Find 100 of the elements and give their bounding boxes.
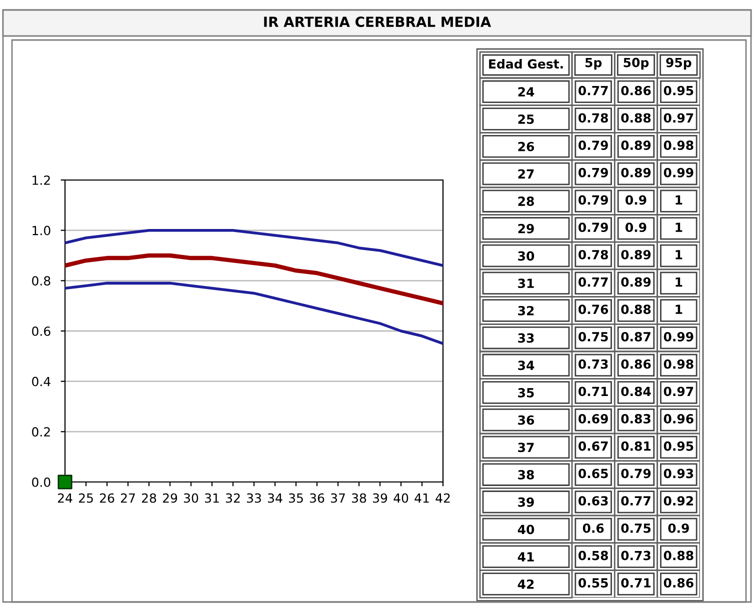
x-tick-label: 35	[289, 493, 303, 503]
data-label: 0.75	[621, 523, 651, 533]
y-axis-title: Edad Gest.	[489, 58, 563, 69]
x-tick-label: 25	[78, 493, 93, 503]
line-series	[65, 282, 443, 345]
data-label: 0.73	[621, 550, 650, 560]
data-label: 0.88	[621, 304, 651, 314]
data-label: 0.76	[578, 304, 608, 314]
y-tick-label: 31	[518, 278, 534, 288]
data-label: 0.77	[578, 277, 608, 287]
data-label: 0.88	[621, 113, 651, 123]
x-tick-label: 95p	[666, 58, 692, 70]
data-label: 0.79	[578, 195, 608, 205]
x-tick-label: 32	[226, 493, 240, 503]
y-tick-label: 0.0	[32, 477, 50, 487]
y-tick-label: 25	[518, 114, 534, 124]
data-label: 0.77	[578, 86, 608, 96]
y-tick-label: 36	[518, 415, 534, 425]
chart-title: IR ARTERIA CEREBRAL MEDIA	[264, 16, 492, 28]
data-label: 0.95	[664, 86, 694, 96]
data-label: 0.79	[621, 468, 651, 478]
data-label: 0.73	[578, 359, 608, 369]
x-tick-label: 41	[414, 493, 429, 503]
data-label: 0.89	[621, 250, 651, 260]
y-tick-label: 30	[518, 251, 534, 261]
y-tick-label: 0.8	[32, 276, 50, 286]
y-tick-label: 29	[518, 224, 534, 234]
line-series	[65, 228, 443, 267]
y-tick-label: 40	[518, 524, 534, 534]
data-label: 0.93	[664, 468, 694, 478]
y-tick-label: 41	[518, 552, 534, 562]
data-label: 1	[676, 250, 682, 260]
x-tick-label: 42	[436, 493, 450, 503]
line-series	[65, 253, 443, 306]
y-tick-label: 24	[518, 87, 534, 96]
x-tick-label: 34	[268, 493, 282, 503]
data-label: 1	[676, 195, 682, 205]
data-label: 1	[676, 222, 682, 232]
data-label: 0.79	[578, 168, 608, 178]
data-label: 0.71	[621, 578, 651, 588]
x-tick-label: 26	[100, 493, 114, 503]
data-label: 0.96	[664, 414, 694, 424]
data-label: 0.69	[578, 414, 608, 424]
data-label: 0.71	[578, 386, 608, 396]
data-label: 0.6	[582, 523, 604, 533]
data-label: 1	[676, 304, 682, 314]
data-label: 0.86	[664, 578, 694, 588]
data-label: 0.81	[621, 441, 651, 451]
data-label: 0.84	[621, 386, 651, 396]
y-tick-label: 26	[518, 142, 534, 152]
data-label: 0.77	[621, 496, 650, 506]
data-label: 0.67	[578, 441, 608, 451]
data-label: 0.79	[578, 222, 608, 232]
data-label: 0.97	[664, 113, 694, 123]
data-label: 0.58	[578, 550, 608, 560]
data-label: 0.95	[664, 441, 694, 451]
data-label: 0.86	[621, 359, 651, 369]
x-tick-label: 33	[247, 493, 261, 503]
x-tick-label: 50p	[624, 58, 649, 70]
y-tick-label: 35	[518, 388, 534, 398]
data-label: 0.78	[578, 250, 608, 260]
data-label: 0.89	[621, 168, 651, 178]
y-tick-label: 42	[518, 579, 534, 589]
x-tick-label: 38	[352, 493, 366, 503]
data-label: 0.9	[626, 195, 646, 205]
y-tick-label: 1.2	[32, 175, 50, 185]
data-label: 0.78	[578, 113, 608, 123]
data-label: 1	[676, 277, 682, 287]
y-tick-label: 0.4	[32, 376, 50, 386]
data-label: 0.97	[664, 386, 694, 396]
data-label: 0.9	[626, 222, 646, 232]
data-label: 0.9	[668, 523, 689, 533]
data-label: 0.89	[621, 277, 651, 287]
data-label: 0.98	[664, 140, 694, 150]
x-tick-label: 30	[184, 493, 198, 503]
data-label: 0.63	[578, 496, 608, 506]
x-tick-label: 37	[331, 493, 345, 503]
y-tick-label: 32	[518, 306, 534, 316]
data-label: 0.65	[578, 468, 608, 478]
x-tick-label: 28	[142, 493, 156, 503]
y-tick-label: 28	[518, 196, 534, 206]
data-label: 0.79	[578, 140, 608, 150]
y-tick-label: 38	[518, 470, 534, 480]
x-tick-label: 36	[310, 493, 324, 503]
x-tick-label: 31	[205, 493, 219, 503]
data-label: 0.88	[664, 550, 694, 560]
y-tick-label: 27	[518, 169, 534, 178]
x-tick-label: 29	[162, 493, 178, 503]
x-tick-label: 5p	[585, 58, 602, 70]
data-label: 0.55	[578, 578, 608, 588]
data-label: 0.99	[664, 332, 694, 342]
x-tick-label: 39	[373, 493, 388, 503]
y-tick-label: 34	[518, 360, 534, 370]
data-label: 0.86	[621, 86, 651, 96]
data-label: 0.87	[621, 332, 650, 342]
x-tick-label: 40	[394, 493, 408, 503]
y-tick-label: 33	[518, 333, 534, 343]
y-tick-label: 0.2	[32, 427, 50, 437]
y-tick-label: 0.6	[32, 326, 50, 336]
y-tick-label: 1.0	[32, 226, 50, 236]
